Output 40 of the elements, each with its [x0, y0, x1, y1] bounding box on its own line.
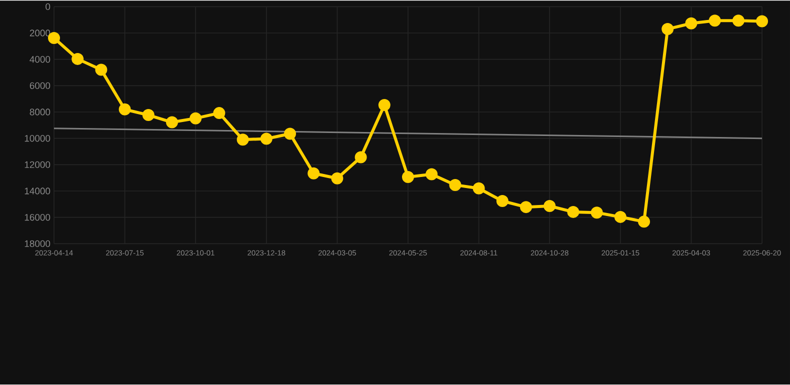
point	[72, 53, 84, 66]
point	[449, 179, 462, 192]
point	[142, 109, 154, 122]
y-tick-label: 6000	[30, 82, 50, 90]
point	[662, 23, 674, 36]
point	[284, 128, 296, 140]
y-tick-label: 10000	[24, 135, 50, 142]
point	[638, 216, 650, 228]
y-tick-label: 2000	[30, 30, 50, 37]
point	[190, 112, 202, 124]
point	[402, 171, 414, 184]
point	[213, 107, 226, 120]
y-tick-label: 4000	[30, 56, 50, 63]
y-tick-label: 8000	[30, 108, 50, 116]
point	[544, 200, 556, 212]
point	[308, 168, 320, 180]
y-tick-label: 0	[46, 3, 50, 10]
point	[166, 116, 178, 128]
y-tick-label: 14000	[24, 188, 50, 195]
point	[685, 18, 698, 30]
point	[118, 104, 131, 116]
point	[426, 168, 438, 180]
point	[472, 182, 485, 195]
point	[260, 132, 272, 145]
point	[590, 206, 603, 219]
point	[756, 15, 768, 28]
point	[708, 14, 721, 27]
point	[496, 195, 508, 208]
point	[567, 206, 580, 218]
y-tick-label: 18000	[24, 240, 50, 248]
point	[354, 151, 367, 164]
point	[614, 211, 626, 224]
point	[520, 201, 532, 214]
y-tick-label: 12000	[24, 161, 50, 168]
point	[378, 99, 390, 112]
point	[732, 14, 744, 27]
point	[331, 172, 344, 185]
point	[95, 64, 108, 76]
y-tick-label: 16000	[24, 214, 50, 221]
point	[236, 134, 249, 146]
